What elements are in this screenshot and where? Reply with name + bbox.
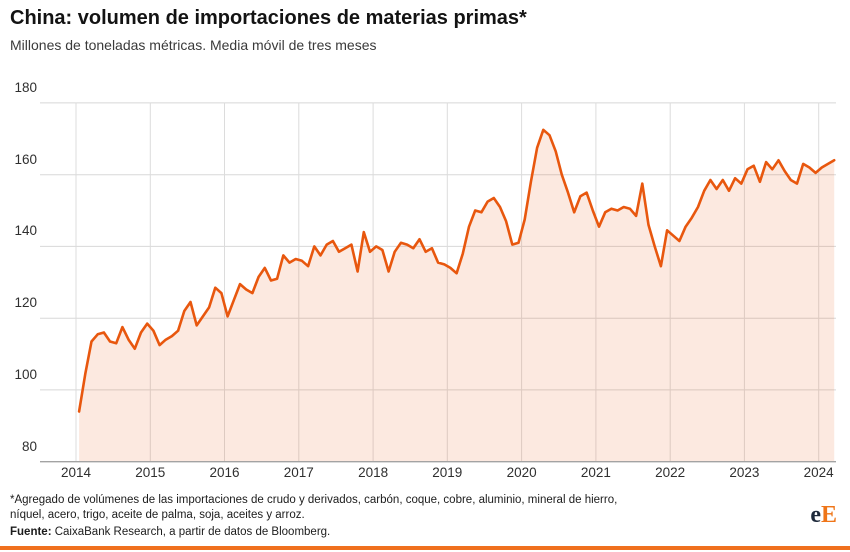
- series-line: [77, 128, 836, 413]
- y-tick-label-140: 140: [14, 223, 37, 239]
- logo-letter-e: e: [810, 502, 821, 528]
- y-tick-label-180: 180: [14, 79, 37, 95]
- source-label: Fuente:: [10, 526, 52, 538]
- source-line: Fuente: CaixaBank Research, a partir de …: [10, 526, 330, 538]
- y-tick-label-80: 80: [21, 438, 37, 454]
- footnote-line-2: níquel, acero, trigo, aceite de palma, s…: [10, 509, 305, 521]
- x-tick-label-2017: 2017: [283, 465, 314, 480]
- y-tick-label-160: 160: [14, 151, 37, 167]
- logo-letter-E: E: [820, 502, 837, 528]
- x-tick-label-2018: 2018: [358, 465, 389, 480]
- source-text: CaixaBank Research, a partir de datos de…: [51, 526, 331, 538]
- eleconomista-logo: eE: [810, 502, 837, 529]
- x-tick-label-2014: 2014: [60, 465, 92, 480]
- x-tick-label-2021: 2021: [580, 465, 611, 480]
- bottom-accent-bar: [0, 546, 850, 550]
- x-tick-label-2016: 2016: [209, 465, 240, 480]
- footnote-line-1: *Agregado de volúmenes de las importacio…: [10, 494, 618, 506]
- series-area-fill: [79, 129, 835, 462]
- page-title: China: volumen de importaciones de mater…: [10, 7, 527, 29]
- x-tick-label-2022: 2022: [655, 465, 686, 480]
- page-subtitle: Millones de toneladas métricas. Media mó…: [10, 37, 377, 53]
- x-tick-label-2024: 2024: [803, 465, 834, 480]
- x-tick-label-2015: 2015: [135, 465, 166, 480]
- y-tick-label-100: 100: [14, 366, 37, 382]
- y-tick-label-120: 120: [14, 295, 37, 311]
- x-tick-label-2023: 2023: [729, 465, 760, 480]
- x-tick-label-2020: 2020: [506, 465, 537, 480]
- x-tick-label-2019: 2019: [432, 465, 463, 480]
